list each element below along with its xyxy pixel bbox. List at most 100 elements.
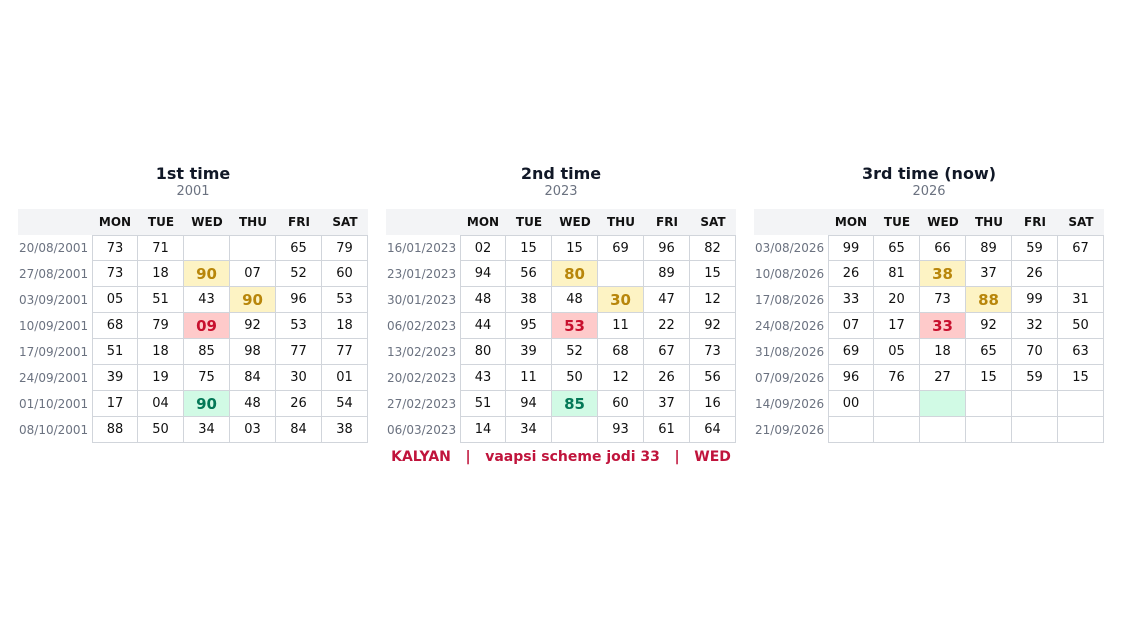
result-cell: 31 <box>1058 287 1104 313</box>
table-row: 13/02/2023 80 39 52 68 67 73 <box>386 339 736 365</box>
table-row: 20/02/2023 43 11 50 12 26 56 <box>386 365 736 391</box>
day-header: TUE <box>147 215 175 229</box>
date-header <box>386 209 460 235</box>
result-cell: 89 <box>966 235 1012 261</box>
result-cell: 00 <box>828 391 874 417</box>
result-cell: 16 <box>690 391 736 417</box>
panel-year: 2023 <box>544 184 578 199</box>
table-row: 06/02/2023 44 95 53 11 22 92 <box>386 313 736 339</box>
result-cell: 15 <box>552 235 598 261</box>
result-cell: 94 <box>460 261 506 287</box>
result-cell <box>874 417 920 443</box>
table-panel: 2nd time 2023 MON TUE WED THU FRI SAT 16/01/2023… <box>386 160 736 443</box>
result-cell: 80 <box>460 339 506 365</box>
day-header: WED <box>559 215 591 229</box>
header-row: MON TUE WED THU FRI SAT <box>754 209 1104 235</box>
day-header: SAT <box>700 215 726 229</box>
date-header <box>18 209 92 235</box>
result-cell: 30 <box>598 287 644 313</box>
result-cell: 07 <box>230 261 276 287</box>
result-cell: 77 <box>322 339 368 365</box>
result-cell: 59 <box>1012 235 1058 261</box>
table-row: 01/10/2001 17 04 90 48 26 54 <box>18 391 368 417</box>
result-cell: 96 <box>644 235 690 261</box>
date-cell: 03/08/2026 <box>755 241 825 255</box>
result-cell: 92 <box>966 313 1012 339</box>
result-cell: 50 <box>552 365 598 391</box>
result-cell: 48 <box>460 287 506 313</box>
table-row: 17/09/2001 51 18 85 98 77 77 <box>18 339 368 365</box>
panel-title: 3rd time (now) <box>861 164 997 183</box>
result-cell <box>1058 261 1104 287</box>
result-cell: 53 <box>552 313 598 339</box>
result-cell: 43 <box>184 287 230 313</box>
result-cell: 17 <box>874 313 920 339</box>
result-cell <box>1012 417 1058 443</box>
panel-year: 2001 <box>176 184 210 199</box>
result-cell: 73 <box>920 287 966 313</box>
panel-title: 2nd time <box>520 164 602 183</box>
table-row: 21/09/2026 <box>754 417 1104 443</box>
day-header: FRI <box>656 215 678 229</box>
result-cell: 12 <box>690 287 736 313</box>
result-cell <box>874 391 920 417</box>
day-header: SAT <box>332 215 358 229</box>
header-row: MON TUE WED THU FRI SAT <box>386 209 736 235</box>
result-cell: 61 <box>644 417 690 443</box>
result-cell <box>552 417 598 443</box>
result-cell: 11 <box>506 365 552 391</box>
result-cell: 64 <box>690 417 736 443</box>
result-cell: 05 <box>874 339 920 365</box>
table-row: 27/08/2001 73 18 90 07 52 60 <box>18 261 368 287</box>
result-cell: 50 <box>138 417 184 443</box>
date-cell: 24/09/2001 <box>19 371 89 385</box>
day-header: THU <box>239 215 267 229</box>
result-cell: 52 <box>552 339 598 365</box>
result-cell: 33 <box>920 313 966 339</box>
result-cell <box>1058 391 1104 417</box>
result-cell: 59 <box>1012 365 1058 391</box>
table-row: 07/09/2026 96 76 27 15 59 15 <box>754 365 1104 391</box>
result-cell: 68 <box>92 313 138 339</box>
result-cell <box>920 391 966 417</box>
date-cell: 23/01/2023 <box>387 267 457 281</box>
result-cell: 14 <box>460 417 506 443</box>
result-cell: 48 <box>230 391 276 417</box>
result-cell: 03 <box>230 417 276 443</box>
day-header: SAT <box>1068 215 1094 229</box>
result-cell: 38 <box>920 261 966 287</box>
result-cell: 88 <box>92 417 138 443</box>
result-cell: 77 <box>276 339 322 365</box>
result-cell: 89 <box>644 261 690 287</box>
result-cell <box>966 391 1012 417</box>
result-cell: 53 <box>322 287 368 313</box>
panel-year: 2026 <box>912 184 946 199</box>
date-cell: 27/08/2001 <box>19 267 89 281</box>
result-cell: 27 <box>920 365 966 391</box>
table-row: 08/10/2001 88 50 34 03 84 38 <box>18 417 368 443</box>
result-cell: 18 <box>138 339 184 365</box>
date-cell: 07/09/2026 <box>755 371 825 385</box>
table-row: 10/08/2026 26 81 38 37 26 <box>754 261 1104 287</box>
result-cell: 88 <box>966 287 1012 313</box>
result-cell: 75 <box>184 365 230 391</box>
date-cell: 20/08/2001 <box>19 241 89 255</box>
result-cell: 26 <box>644 365 690 391</box>
day-header: MON <box>466 215 500 229</box>
result-cell: 95 <box>506 313 552 339</box>
result-cell: 02 <box>460 235 506 261</box>
result-cell: 85 <box>184 339 230 365</box>
result-cell: 39 <box>92 365 138 391</box>
date-cell: 10/08/2026 <box>755 267 825 281</box>
table-row: 27/02/2023 51 94 85 60 37 16 <box>386 391 736 417</box>
result-cell: 84 <box>276 417 322 443</box>
date-cell: 06/03/2023 <box>387 423 457 437</box>
result-cell: 96 <box>276 287 322 313</box>
table-row: 24/09/2001 39 19 75 84 30 01 <box>18 365 368 391</box>
date-cell: 21/09/2026 <box>755 423 825 437</box>
result-cell: 51 <box>460 391 506 417</box>
result-cell: 96 <box>828 365 874 391</box>
result-cell: 18 <box>322 313 368 339</box>
result-cell: 26 <box>276 391 322 417</box>
result-cell: 99 <box>1012 287 1058 313</box>
